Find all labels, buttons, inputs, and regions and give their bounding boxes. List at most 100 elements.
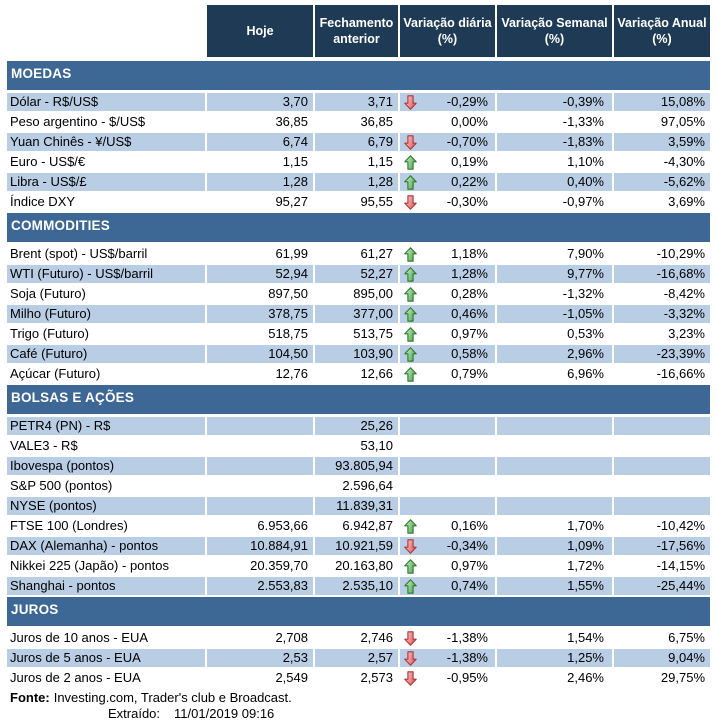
variacao-diaria-value: -0,95% <box>446 670 488 685</box>
arrow-up-icon <box>404 557 417 575</box>
cell-variacao-diaria: 1,28% <box>400 265 495 283</box>
arrow-up-icon <box>404 517 417 535</box>
variacao-diaria-value: -1,38% <box>446 650 488 665</box>
cell-hoje: 10.884,91 <box>207 537 313 555</box>
cell-variacao-semanal: -1,05% <box>497 305 612 323</box>
variacao-diaria-value: 0,79% <box>451 366 488 381</box>
cell-variacao-diaria: -0,95% <box>400 669 495 687</box>
arrow-up-icon <box>404 365 417 383</box>
arrow-down-icon <box>404 649 417 667</box>
row-label: Brent (spot) - US$/barril <box>10 246 148 261</box>
cell-fechamento-anterior: 895,00 <box>353 286 393 301</box>
cell-variacao-diaria: 0,16% <box>400 517 495 535</box>
table-row: Trigo (Futuro) 518,75 513,75 0,97% 0,53% 3,23… <box>7 325 710 343</box>
table-row: Milho (Futuro) 378,75 377,00 0,46% -1,05% -3,… <box>7 305 710 323</box>
cell-hoje: 6.953,66 <box>257 518 308 533</box>
cell-variacao-semanal: 7,90% <box>567 246 604 261</box>
row-label: FTSE 100 (Londres) <box>10 518 128 533</box>
row-label: PETR4 (PN) - R$ <box>7 417 205 435</box>
arrow-up-icon <box>404 265 417 283</box>
cell-variacao-diaria: 0,74% <box>400 577 495 595</box>
cell-variacao-anual: -4,30% <box>663 154 705 169</box>
table-body: MOEDAS Dólar - R$/US$ 3,70 3,71 -0,29% -0,39%… <box>7 61 710 687</box>
cell-variacao-anual: -16,66% <box>656 366 705 381</box>
column-header-fechamento-anterior: Fechamento anterior <box>315 5 398 57</box>
cell-hoje: 2,53 <box>207 649 313 667</box>
row-label: Peso argentino - $/US$ <box>10 114 146 129</box>
cell-variacao-diaria: -0,29% <box>400 93 495 111</box>
column-header-variacao-anual: Variação Anual (%) <box>614 5 710 57</box>
arrow-up-icon <box>404 153 417 171</box>
extraction-timestamp: 11/01/2019 09:16 <box>174 706 275 721</box>
row-label: Soja (Futuro) <box>10 286 86 301</box>
cell-hoje: 2,549 <box>275 670 308 685</box>
arrow-up-icon <box>404 577 417 595</box>
cell-variacao-semanal: -1,83% <box>497 133 612 151</box>
cell-variacao-anual: 97,05% <box>660 114 705 129</box>
header-spacer <box>7 5 205 57</box>
table-row: WTI (Futuro) - US$/barril 52,94 52,27 1,28%… <box>7 265 710 283</box>
row-label: Libra - US$/£ <box>7 173 205 191</box>
cell-fechamento-anterior: 36,85 <box>360 114 393 129</box>
variacao-diaria-value: -0,29% <box>446 94 488 109</box>
cell-variacao-anual: -10,29% <box>656 246 705 261</box>
cell-hoje <box>207 437 313 455</box>
arrow-down-icon <box>404 537 417 555</box>
arrow-down-icon <box>404 629 417 647</box>
table-row: DAX (Alemanha) - pontos 10.884,91 10.921,5… <box>7 537 710 555</box>
arrow-up-icon <box>404 325 417 343</box>
variacao-diaria-value: 0,58% <box>451 346 488 361</box>
cell-fechamento-anterior: 103,90 <box>315 345 398 363</box>
cell-variacao-semanal: 1,55% <box>497 577 612 595</box>
cell-variacao-semanal: -0,97% <box>562 194 604 209</box>
cell-fechamento-anterior: 3,71 <box>315 93 398 111</box>
column-header-hoje: Hoje <box>207 5 313 57</box>
column-header-row: Hoje Fechamento anterior Variação diária… <box>7 5 710 57</box>
cell-hoje <box>207 477 313 495</box>
table-row: Dólar - R$/US$ 3,70 3,71 -0,29% -0,39% 15,08% <box>7 93 710 111</box>
section-header-juros: JUROS <box>7 597 710 626</box>
cell-hoje: 6,74 <box>207 133 313 151</box>
cell-variacao-anual: -17,56% <box>614 537 710 555</box>
variacao-diaria-value: 0,97% <box>451 326 488 341</box>
table-row: Juros de 10 anos - EUA 2,708 2,746 -1,38% 1,… <box>7 629 710 647</box>
cell-hoje: 36,85 <box>275 114 308 129</box>
cell-variacao-diaria <box>400 417 495 435</box>
table-row: S&P 500 (pontos) 2.596,64 <box>7 477 710 495</box>
cell-hoje <box>207 497 313 515</box>
cell-variacao-anual: 15,08% <box>614 93 710 111</box>
cell-variacao-anual: -25,44% <box>614 577 710 595</box>
cell-variacao-semanal <box>497 457 612 475</box>
table-row: Brent (spot) - US$/barril 61,99 61,27 1,18%… <box>7 245 710 263</box>
cell-fechamento-anterior: 53,10 <box>360 438 393 453</box>
cell-variacao-anual: 6,75% <box>668 630 705 645</box>
cell-fechamento-anterior: 2.596,64 <box>342 478 393 493</box>
cell-variacao-semanal: 9,77% <box>497 265 612 283</box>
table-row: Nikkei 225 (Japão) - pontos 20.359,70 20.1… <box>7 557 710 575</box>
row-label: Juros de 10 anos - EUA <box>10 630 149 645</box>
cell-variacao-semanal: 1,72% <box>567 558 604 573</box>
cell-variacao-anual <box>614 477 710 495</box>
cell-variacao-semanal <box>497 437 612 455</box>
table-row: Juros de 5 anos - EUA 2,53 2,57 -1,38% 1,25%… <box>7 649 710 667</box>
table-row: Índice DXY 95,27 95,55 -0,30% -0,97% 3,69% <box>7 193 710 211</box>
cell-fechamento-anterior: 2.535,10 <box>315 577 398 595</box>
arrow-up-icon <box>404 173 417 191</box>
cell-fechamento-anterior: 1,28 <box>315 173 398 191</box>
cell-variacao-diaria: 0,97% <box>400 325 495 343</box>
cell-variacao-diaria: -0,70% <box>400 133 495 151</box>
cell-fechamento-anterior: 11.839,31 <box>315 497 398 515</box>
cell-fechamento-anterior: 52,27 <box>315 265 398 283</box>
cell-fechamento-anterior: 93.805,94 <box>315 457 398 475</box>
cell-hoje: 61,99 <box>275 246 308 261</box>
cell-variacao-semanal <box>497 497 612 515</box>
variacao-diaria-value: 0,16% <box>451 518 488 533</box>
cell-hoje: 2,708 <box>275 630 308 645</box>
section-header-bolsas-e-a-es: BOLSAS E AÇÕES <box>7 385 710 414</box>
column-header-variacao-semanal: Variação Semanal (%) <box>497 5 612 57</box>
row-label: Nikkei 225 (Japão) - pontos <box>10 558 169 573</box>
arrow-up-icon <box>404 245 417 263</box>
cell-fechamento-anterior: 2,746 <box>360 630 393 645</box>
cell-hoje: 1,15 <box>282 154 308 169</box>
